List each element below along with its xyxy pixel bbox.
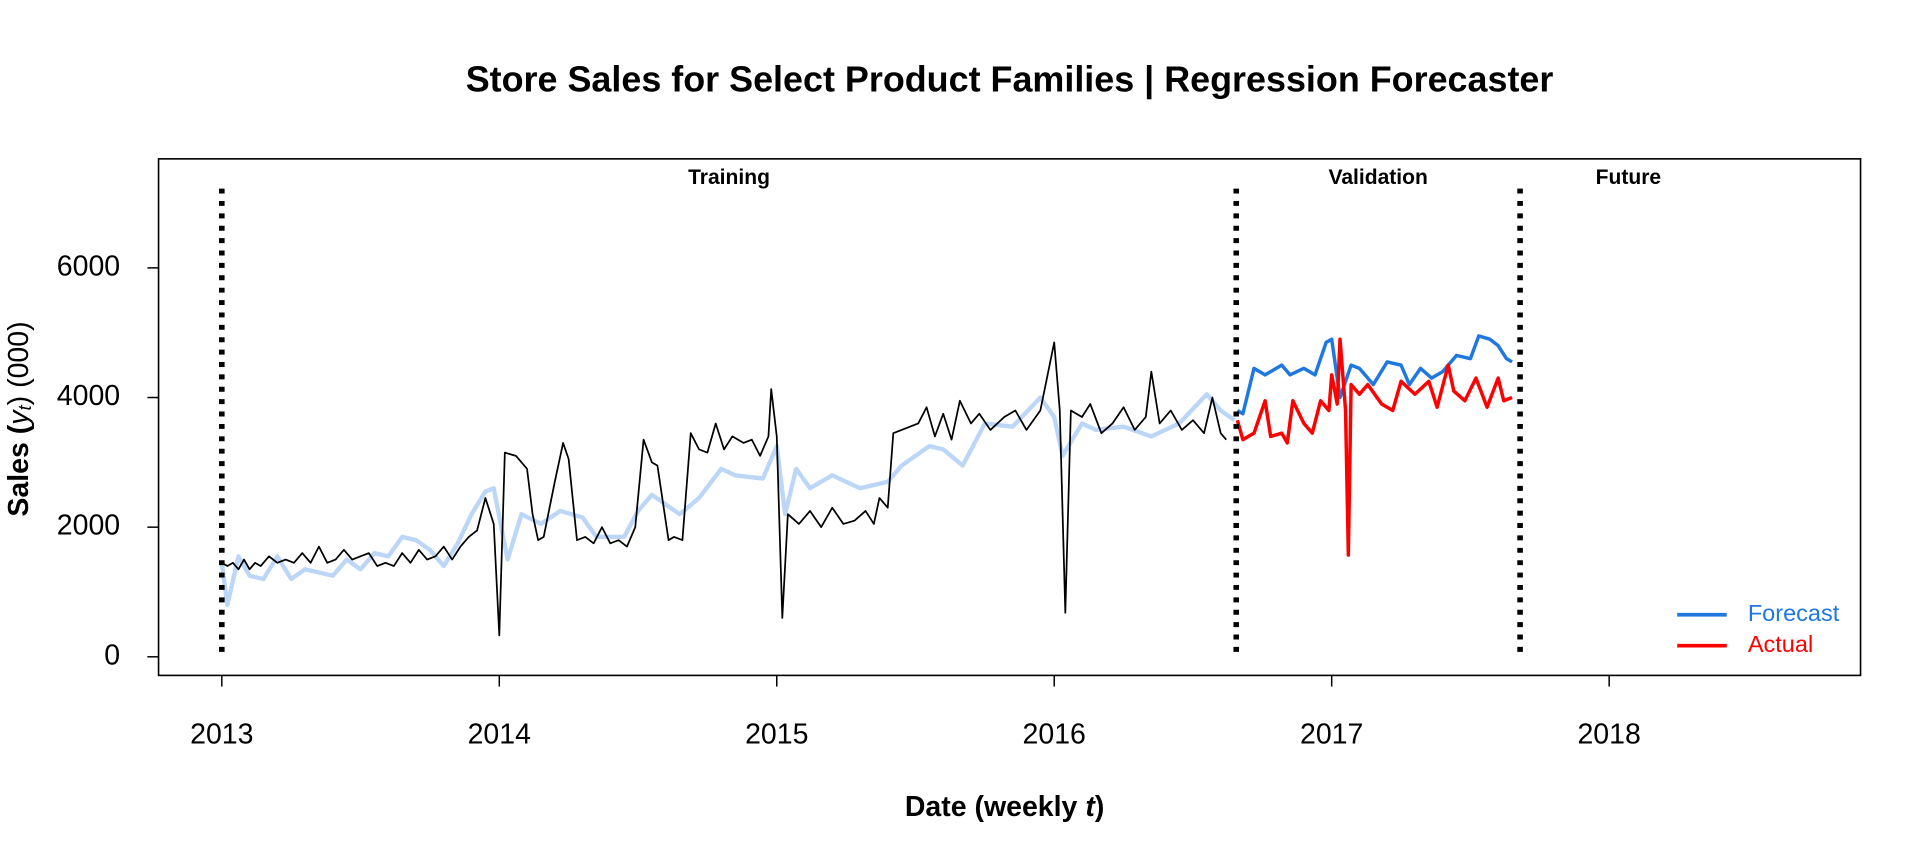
y-tick-label: 6000	[57, 250, 120, 282]
y-label-text: Sales (	[2, 424, 34, 516]
chart-title: Store Sales for Select Product Families …	[466, 59, 1554, 100]
x-tick-label: 2016	[1023, 719, 1086, 751]
legend-label: Forecast	[1748, 600, 1840, 626]
x-tick-label: 2017	[1300, 719, 1363, 751]
x-axis-label: Date (weekly t)	[905, 790, 1104, 822]
y-label-text: ) (000)	[2, 321, 34, 405]
y-axis-label: Sales (yt) (000)	[2, 321, 35, 516]
series-line	[219, 392, 1236, 608]
y-tick-label: 0	[104, 639, 120, 671]
x-label-var: t	[1085, 790, 1096, 822]
region-label: Future	[1596, 166, 1661, 189]
plot-frame	[157, 158, 1862, 677]
x-tick-label: 2014	[468, 719, 531, 751]
series-line	[1235, 337, 1513, 557]
region-label: Validation	[1328, 166, 1427, 189]
x-label-text: Date (weekly	[905, 790, 1086, 822]
legend-label: Actual	[1748, 631, 1813, 657]
y-label-var: y	[2, 409, 34, 427]
series-line	[221, 341, 1227, 637]
series-line	[1236, 334, 1513, 416]
x-tick-label: 2015	[745, 719, 808, 751]
region-label: Training	[688, 166, 770, 189]
y-tick-label: 4000	[57, 380, 120, 412]
x-tick-label: 2013	[190, 719, 253, 751]
x-tick-label: 2018	[1577, 719, 1640, 751]
x-label-text: )	[1095, 790, 1105, 822]
y-tick-label: 2000	[57, 510, 120, 542]
y-label-sub: t	[14, 404, 35, 410]
